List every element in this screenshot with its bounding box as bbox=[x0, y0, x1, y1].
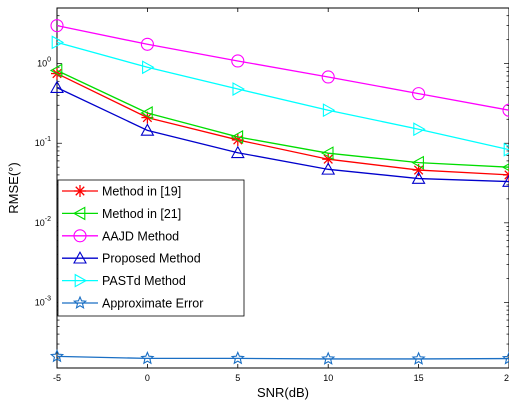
data-point bbox=[502, 174, 509, 187]
legend-label: PASTd Method bbox=[102, 274, 186, 288]
legend-label: Method in [19] bbox=[102, 185, 181, 199]
marker-triangle-right bbox=[74, 273, 88, 288]
x-axis-title: SNR(dB) bbox=[257, 385, 309, 400]
data-point bbox=[501, 163, 509, 172]
x-tick-label: 15 bbox=[414, 373, 424, 383]
data-point bbox=[232, 82, 245, 96]
y-tick-label: 10-1 bbox=[35, 136, 51, 148]
legend-label: Method in [21] bbox=[102, 207, 181, 221]
y-tick-exponent: 0 bbox=[47, 57, 51, 64]
data-point bbox=[49, 63, 63, 78]
series-layer bbox=[49, 19, 509, 365]
marker-star bbox=[72, 295, 88, 310]
data-point bbox=[411, 171, 426, 184]
legend-box bbox=[57, 179, 245, 317]
data-point bbox=[321, 146, 334, 161]
data-point bbox=[142, 60, 155, 75]
series-2 bbox=[50, 19, 509, 117]
data-point bbox=[502, 103, 509, 117]
data-point bbox=[412, 87, 426, 101]
legend-item: Proposed Method bbox=[62, 251, 201, 266]
data-point bbox=[140, 350, 155, 365]
y-tick-base: 10 bbox=[35, 297, 45, 307]
y-tick-exponent: -3 bbox=[45, 295, 51, 302]
series-4 bbox=[51, 35, 509, 157]
data-point bbox=[503, 142, 509, 157]
data-point bbox=[140, 123, 155, 136]
data-point bbox=[51, 35, 65, 50]
data-point bbox=[230, 350, 245, 365]
legend-item: Method in [19] bbox=[62, 185, 181, 199]
data-point bbox=[321, 70, 335, 84]
data-point bbox=[231, 54, 245, 68]
x-tick-label: 0 bbox=[145, 373, 150, 383]
data-point bbox=[140, 37, 154, 51]
x-tick-label: 20 bbox=[504, 373, 509, 383]
legend: Method in [19] Method in [21] AAJD Method P… bbox=[57, 179, 245, 317]
marker-asterisk bbox=[74, 185, 86, 197]
marker-triangle-up bbox=[73, 251, 87, 264]
y-tick-exponent: -1 bbox=[45, 136, 51, 143]
x-tick-label: -5 bbox=[53, 373, 61, 383]
data-point bbox=[413, 122, 426, 137]
legend-item: PASTd Method bbox=[62, 273, 186, 288]
series-line bbox=[56, 87, 509, 183]
data-point bbox=[230, 145, 245, 159]
data-point bbox=[321, 351, 336, 365]
data-point bbox=[411, 351, 426, 365]
legend-label: Approximate Error bbox=[102, 297, 203, 311]
series-5 bbox=[49, 348, 509, 365]
series-3 bbox=[50, 80, 509, 187]
y-axis-title: RMSE(°) bbox=[6, 162, 21, 213]
data-point bbox=[140, 106, 153, 120]
data-point bbox=[501, 351, 509, 365]
legend-item: Method in [21] bbox=[62, 206, 181, 221]
legend-label: Proposed Method bbox=[102, 252, 201, 266]
data-point bbox=[321, 162, 336, 175]
y-tick-base: 10 bbox=[37, 59, 47, 69]
data-point bbox=[322, 103, 336, 118]
data-point bbox=[49, 348, 65, 363]
series-line bbox=[56, 25, 509, 111]
series-1 bbox=[49, 63, 509, 172]
marker-circle bbox=[73, 229, 87, 243]
y-tick-label: 10-2 bbox=[35, 216, 51, 228]
series-line bbox=[56, 69, 509, 168]
y-tick-base: 10 bbox=[35, 138, 45, 148]
data-point bbox=[50, 80, 64, 93]
series-line bbox=[56, 355, 509, 360]
data-point bbox=[230, 129, 244, 144]
series-line bbox=[56, 72, 509, 176]
legend-item: AAJD Method bbox=[62, 229, 179, 243]
y-tick-base: 10 bbox=[35, 218, 45, 228]
series-line bbox=[56, 41, 509, 151]
y-tick-label: 100 bbox=[37, 57, 51, 69]
y-tick-label: 10-3 bbox=[35, 295, 51, 307]
y-tick-exponent: -2 bbox=[45, 216, 51, 223]
legend-item: Approximate Error bbox=[62, 295, 203, 311]
data-point bbox=[411, 155, 424, 170]
marker-triangle-left bbox=[72, 206, 86, 221]
x-tick-label: 5 bbox=[235, 373, 240, 383]
data-point bbox=[50, 19, 64, 33]
legend-label: AAJD Method bbox=[102, 229, 179, 243]
x-tick-label: 10 bbox=[323, 373, 333, 383]
